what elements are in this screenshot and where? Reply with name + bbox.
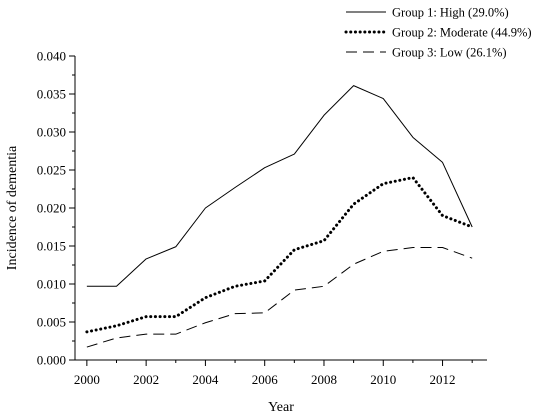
series-line-group-1: [86, 85, 473, 287]
legend-entry-label: Group 2: Moderate (44.9%): [392, 26, 532, 40]
y-tick-label: 0.010: [37, 277, 66, 292]
y-tick-label: 0.020: [37, 201, 66, 216]
series-line-group-2: [85, 176, 474, 334]
y-axis-title: Incidence of dementia: [5, 145, 20, 270]
x-axis-ticks: 2000 2002 2004 2006 2008 2010 2012: [74, 360, 473, 387]
x-tick-label: 2010: [370, 372, 396, 387]
y-tick-label: 0.035: [37, 87, 66, 102]
x-tick-label: 2012: [430, 372, 456, 387]
x-axis-title: Year: [268, 400, 294, 415]
x-tick-label: 2000: [74, 372, 100, 387]
y-tick-label: 0.040: [37, 49, 66, 64]
legend: Group 1: High (29.0%) Group 2: Moderate (…: [344, 6, 532, 60]
legend-entry-label: Group 1: High (29.0%): [392, 6, 509, 20]
x-tick-label: 2002: [133, 372, 159, 387]
legend-entry-label: Group 3: Low (26.1%): [392, 46, 507, 60]
y-tick-label: 0.005: [37, 315, 66, 330]
y-tick-label: 0.015: [37, 239, 66, 254]
x-tick-label: 2006: [252, 372, 279, 387]
series-line-group-3: [86, 247, 473, 348]
y-axis-ticks: 0.000 0.005 0.010 0.015 0.020 0.025 0.030 0.035…: [37, 49, 75, 368]
y-tick-label: 0.025: [37, 163, 66, 178]
series-lines: [85, 85, 474, 348]
x-tick-label: 2008: [311, 372, 337, 387]
y-tick-label: 0.000: [37, 353, 66, 368]
y-tick-label: 0.030: [37, 125, 66, 140]
axes: [74, 56, 487, 361]
x-tick-label: 2004: [192, 372, 219, 387]
